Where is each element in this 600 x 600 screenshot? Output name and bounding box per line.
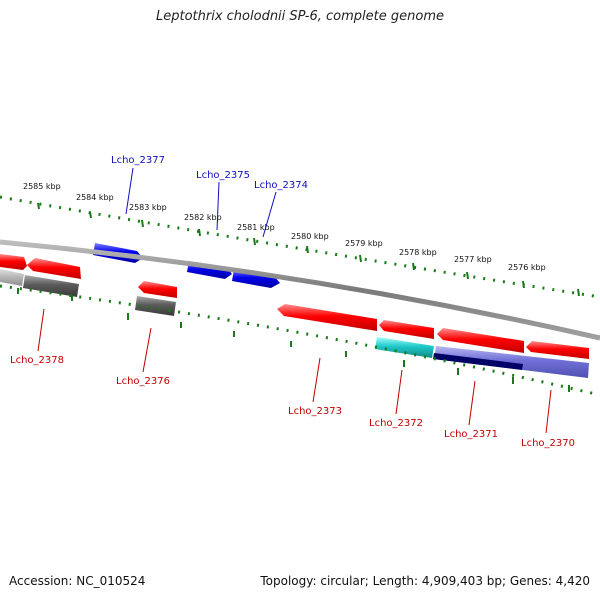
gene-lcho-2376-arrow	[138, 281, 177, 298]
scale-label: 2577 kbp	[454, 255, 492, 264]
gene-labels: Lcho_2377 Lcho_2375 Lcho_2374 Lcho_2378 …	[10, 155, 575, 449]
scale-label: 2585 kbp	[23, 182, 61, 191]
scale-label: 2582 kbp	[184, 213, 222, 222]
scale-label: 2579 kbp	[345, 239, 383, 248]
scale-labels: 2585 kbp 2584 kbp 2583 kbp 2582 kbp 2581…	[23, 182, 546, 272]
other-features	[0, 269, 589, 378]
scale-label: 2583 kbp	[129, 203, 167, 212]
genome-title: Leptothrix cholodnii SP-6, complete geno…	[156, 9, 444, 24]
reverse-strand-features	[0, 254, 589, 359]
inner-scale-ticks	[0, 284, 600, 397]
gene-lcho-2373-arrow	[277, 304, 377, 331]
gene-label-lcho-2370: Lcho_2370	[521, 438, 575, 449]
outer-scale-ticks	[0, 195, 600, 299]
accession-text: Accession: NC_010524	[9, 574, 146, 588]
scale-label: 2581 kbp	[237, 223, 275, 232]
scale-label: 2576 kbp	[508, 263, 546, 272]
feature-gray	[23, 275, 79, 297]
scale-label: 2584 kbp	[76, 193, 114, 202]
scale-label: 2580 kbp	[291, 232, 329, 241]
gene-label-lcho-2378: Lcho_2378	[10, 355, 64, 366]
gene-label-lcho-2372: Lcho_2372	[369, 418, 423, 429]
feature-navy	[433, 353, 523, 370]
genome-summary-text: Topology: circular; Length: 4,909,403 bp…	[260, 574, 590, 588]
scale-label: 2578 kbp	[399, 248, 437, 257]
gene-label-lcho-2376: Lcho_2376	[116, 376, 170, 387]
feature-light-gray	[0, 269, 24, 286]
gene-label-lcho-2375: Lcho_2375	[196, 170, 250, 181]
label-leaders	[37, 167, 552, 434]
gene-label-lcho-2373: Lcho_2373	[288, 406, 342, 417]
gene-lcho-2370-arrow	[526, 341, 589, 359]
gene-label-lcho-2377: Lcho_2377	[111, 155, 165, 166]
gene-lcho-2372-arrow	[379, 320, 434, 339]
gene-label-lcho-2371: Lcho_2371	[444, 429, 498, 440]
feature-teal	[375, 337, 434, 358]
gene-lcho-2378-arrow	[27, 258, 81, 279]
gene-lcho-2371-arrow	[437, 328, 524, 353]
genome-backbone	[0, 239, 600, 341]
feature-purple	[434, 346, 589, 378]
gene-lcho-2379-arrow	[0, 254, 27, 270]
gene-label-lcho-2374: Lcho_2374	[254, 180, 308, 191]
feature-gray	[135, 296, 176, 316]
